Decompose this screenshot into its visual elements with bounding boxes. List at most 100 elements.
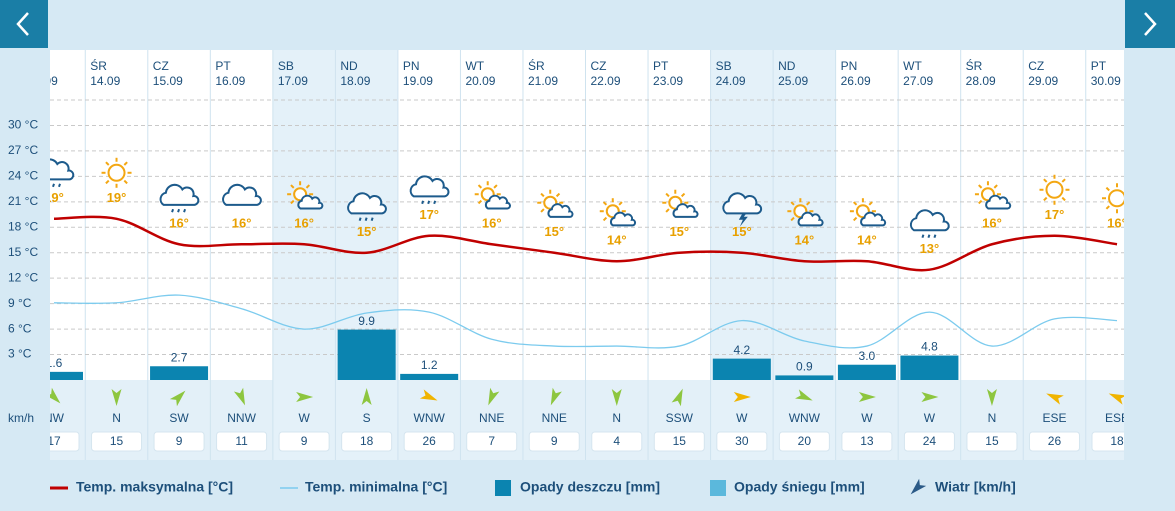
wind-arrow xyxy=(671,388,683,407)
rain-drop xyxy=(433,200,437,205)
sun-ray xyxy=(123,161,128,166)
nav-prev[interactable] xyxy=(0,0,48,48)
cloud xyxy=(547,203,574,218)
wind-direction: N xyxy=(612,411,621,425)
wind-direction: NNW xyxy=(227,411,256,425)
sun-ray xyxy=(978,199,983,205)
wind-speed-box xyxy=(216,431,268,452)
sun xyxy=(107,163,126,182)
wind-arrow xyxy=(419,389,438,401)
sun-ray xyxy=(790,201,795,206)
legend-label: Temp. maksymalna [°C] xyxy=(76,479,233,495)
wind-speed: 9 xyxy=(301,434,308,448)
sun-ray xyxy=(305,184,311,189)
nav-prev-icon xyxy=(16,12,29,36)
wind-direction: W xyxy=(924,411,936,425)
rain-drop xyxy=(370,217,374,222)
weather-icon xyxy=(474,181,511,210)
weather-icon xyxy=(1039,174,1070,205)
sun-ray xyxy=(540,208,545,213)
nav-prev-button[interactable] xyxy=(0,0,48,48)
max-temp-label: 16° xyxy=(1107,216,1127,231)
wind-arrow xyxy=(296,392,314,402)
day-label: PT xyxy=(215,59,231,73)
max-temp-label: 16° xyxy=(982,216,1002,231)
precip-bar xyxy=(837,364,896,380)
wind-arrow xyxy=(50,387,61,404)
legend-swatch xyxy=(910,478,927,495)
date-label: 25.09 xyxy=(778,74,808,88)
y-tick-label: 6 °C xyxy=(8,321,32,335)
precip-bar xyxy=(775,375,834,380)
wind-speed: 7 xyxy=(488,434,495,448)
cloud xyxy=(985,194,1012,210)
day-label: PT xyxy=(1091,59,1107,73)
wind-direction: WNW xyxy=(414,411,446,425)
wind-speed: 15 xyxy=(673,434,687,448)
cloud xyxy=(347,192,387,215)
wind-speed: 9 xyxy=(176,434,183,448)
max-temp-label: 16° xyxy=(294,216,314,231)
weekend-band xyxy=(773,50,836,460)
legend-label: Wiatr [km/h] xyxy=(935,479,1016,495)
cloud xyxy=(222,183,262,206)
wind-arrow xyxy=(611,389,622,406)
max-temp-label: 15° xyxy=(357,224,377,239)
precip-label: 1.6 xyxy=(46,356,63,370)
weather-icon xyxy=(662,189,699,218)
wind-arrow xyxy=(795,389,813,401)
wind-arrow xyxy=(169,390,186,407)
day-label: PN xyxy=(403,59,420,73)
y-tick-label: 15 °C xyxy=(8,245,38,259)
wind-speed: 26 xyxy=(1048,434,1062,448)
date-label: 24.09 xyxy=(716,74,746,88)
wind-speed: 9 xyxy=(551,434,558,448)
cloud xyxy=(159,183,200,206)
sun-ray xyxy=(1061,178,1066,183)
sun-ray xyxy=(790,216,795,222)
date-label: 27.09 xyxy=(903,74,933,88)
day-label: CZ xyxy=(1028,59,1044,73)
weather-icon xyxy=(1102,183,1124,214)
day-label: CZ xyxy=(591,59,607,73)
precip-label: 2.7 xyxy=(171,350,188,364)
wind-direction: WNW xyxy=(789,411,821,425)
sun-ray xyxy=(665,208,670,213)
sun-ray xyxy=(1043,178,1048,183)
precip-label: 4.8 xyxy=(921,340,938,354)
rain-drop xyxy=(921,234,925,239)
max-temp-label: 17° xyxy=(419,207,439,222)
max-temp-label: 19° xyxy=(107,190,127,205)
weather-icon xyxy=(599,198,637,227)
wind-speed-box xyxy=(466,431,518,452)
legend-label: Opady deszczu [mm] xyxy=(520,479,660,495)
weather-icon xyxy=(849,198,887,227)
weather-icon xyxy=(159,183,200,213)
bolt xyxy=(738,212,748,227)
day-label: ND xyxy=(340,59,358,73)
max-temp-label: 16° xyxy=(232,216,252,231)
weather-icon xyxy=(222,183,262,206)
wind-direction: ESE xyxy=(1105,411,1129,425)
day-label: CZ xyxy=(153,59,169,73)
wind-speed-box xyxy=(50,431,80,452)
date-label: 19.09 xyxy=(403,74,433,88)
y-tick-label: 3 °C xyxy=(8,347,32,361)
day-label: ND xyxy=(778,59,796,73)
wind-direction: W xyxy=(861,411,873,425)
nav-next[interactable] xyxy=(1125,0,1175,48)
nav-next-button[interactable] xyxy=(1125,0,1175,48)
date-label: 22.09 xyxy=(591,74,621,88)
sun-ray xyxy=(540,192,545,198)
y-tick-label: 24 °C xyxy=(8,169,38,183)
sun-ray xyxy=(665,192,670,198)
wind-speed-box xyxy=(841,431,893,452)
sun-ray xyxy=(477,199,483,205)
rain-drop xyxy=(364,217,368,222)
date-label: 20.09 xyxy=(465,74,495,88)
wind-speed: 18 xyxy=(360,434,374,448)
wind-speed-box xyxy=(716,431,768,452)
sun-ray xyxy=(555,192,561,198)
rain-drop xyxy=(933,234,937,239)
